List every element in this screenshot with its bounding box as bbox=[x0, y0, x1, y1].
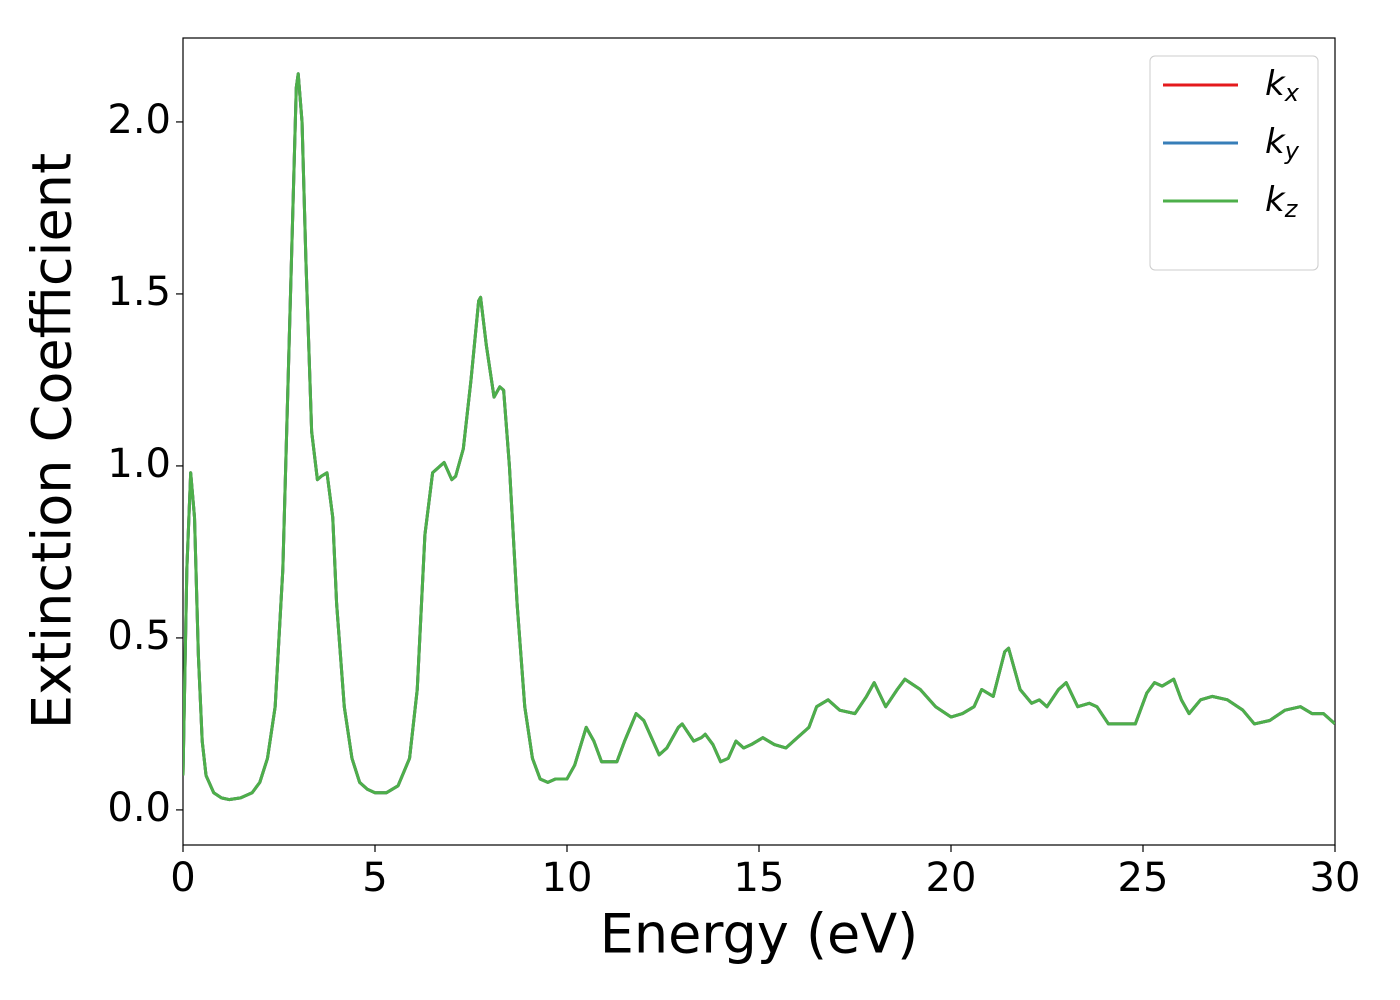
y-tick-label: 2.0 bbox=[107, 97, 171, 143]
y-tick-label: 0.0 bbox=[107, 785, 171, 831]
x-tick-label: 5 bbox=[362, 855, 387, 901]
x-axis-label: Energy (eV) bbox=[600, 903, 919, 966]
legend-label: kx bbox=[1265, 64, 1300, 108]
legend-box bbox=[1149, 55, 1319, 271]
y-tick-label: 1.5 bbox=[107, 269, 171, 315]
y-tick-label: 1.0 bbox=[107, 441, 171, 487]
y-axis-label: Extinction Coefficient bbox=[21, 153, 84, 729]
x-tick-label: 0 bbox=[170, 855, 195, 901]
data-line bbox=[183, 72, 1335, 802]
y-tick-label: 0.5 bbox=[107, 613, 171, 659]
x-tick-label: 25 bbox=[1118, 855, 1169, 901]
plot-frame bbox=[182, 37, 1336, 846]
x-tick-label: 10 bbox=[542, 855, 593, 901]
x-tick-label: 30 bbox=[1310, 855, 1361, 901]
x-tick-label: 20 bbox=[926, 855, 977, 901]
legend-label: ky bbox=[1265, 122, 1300, 166]
legend-label: kz bbox=[1265, 180, 1299, 224]
x-tick-label: 15 bbox=[734, 855, 785, 901]
